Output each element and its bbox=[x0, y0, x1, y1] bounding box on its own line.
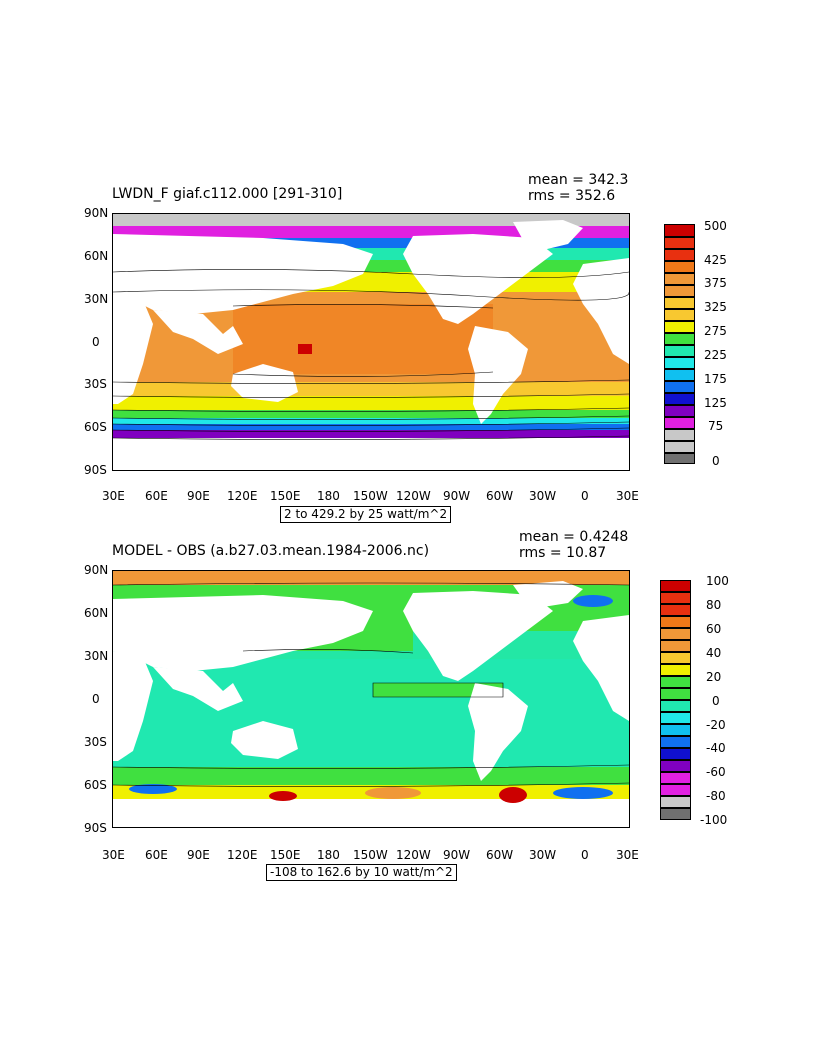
panel-1-cbar-225: 225 bbox=[704, 348, 727, 362]
panel-1-lon-30E-right: 30E bbox=[616, 489, 639, 503]
panel-1-land bbox=[113, 220, 629, 470]
panel-2-colorbar: 100 80 60 40 20 0 -20 -40 -60 -80 -100 bbox=[660, 574, 780, 827]
panel-2-map-svg bbox=[113, 571, 629, 827]
panel-1-map-svg bbox=[113, 214, 629, 470]
panel-1-lat-60N: 60N bbox=[84, 249, 109, 263]
panel-2-lon-0: 0 bbox=[581, 848, 589, 862]
panel-1-cbar-125: 125 bbox=[704, 396, 727, 410]
panel-2-cbar-60: 60 bbox=[706, 622, 722, 636]
panel-1-lat-90S: 90S bbox=[84, 463, 107, 477]
panel-2-title: MODEL - OBS (a.b27.03.mean.1984-2006.nc) bbox=[112, 543, 430, 559]
panel-1-title: LWDN_F giaf.c112.000 [291-310] bbox=[112, 186, 343, 202]
panel-1-rms: rms = 352.6 bbox=[528, 188, 616, 204]
panel-2-lon-30E: 30E bbox=[102, 848, 125, 862]
panel-1-lat-60S: 60S bbox=[84, 420, 107, 434]
panel-2-lon-60W: 60W bbox=[486, 848, 514, 862]
panel-1-lon-90E: 90E bbox=[187, 489, 210, 503]
panel-2-lon-90W: 90W bbox=[443, 848, 471, 862]
panel-2-cbar-20: 20 bbox=[706, 670, 722, 684]
panel-2-mean: mean = 0.4248 bbox=[519, 529, 629, 545]
panel-1-cbar-425: 425 bbox=[704, 253, 727, 267]
panel-2-lon-30E-right: 30E bbox=[616, 848, 639, 862]
panel-1-cbar-75: 75 bbox=[708, 419, 724, 433]
panel-2-cbar-minus40: -40 bbox=[706, 741, 726, 755]
panel-2-cbar-minus60: -60 bbox=[706, 765, 726, 779]
panel-2-contours bbox=[113, 582, 629, 787]
panel-2-lon-120E: 120E bbox=[227, 848, 258, 862]
panel-2-cbar-100: 100 bbox=[706, 574, 729, 588]
panel-1-cbar-375: 375 bbox=[704, 276, 727, 290]
panel-2-cbar-minus100: -100 bbox=[700, 813, 728, 827]
panel-2-lat-90N: 90N bbox=[84, 563, 109, 577]
panel-2-lat-0: 0 bbox=[92, 692, 100, 706]
panel-1-lon-30E: 30E bbox=[102, 489, 125, 503]
panel-1-cbar-0: 0 bbox=[712, 454, 720, 468]
panel-1-lon-150W: 150W bbox=[353, 489, 388, 503]
panel-1-lon-90W: 90W bbox=[443, 489, 471, 503]
panel-1-lat-30N: 30N bbox=[84, 292, 109, 306]
panel-2-lat-60S: 60S bbox=[84, 778, 107, 792]
panel-2-lat-30N: 30N bbox=[84, 649, 109, 663]
panel-2-lon-60E: 60E bbox=[145, 848, 168, 862]
panel-2-lat-60N: 60N bbox=[84, 606, 109, 620]
panel-1-map bbox=[112, 213, 630, 471]
panel-2-cbar-80: 80 bbox=[706, 598, 722, 612]
panel-1-lat-30S: 30S bbox=[84, 377, 107, 391]
panel-2-cbar-minus20: -20 bbox=[706, 718, 726, 732]
panel-1-contours bbox=[113, 269, 629, 440]
panel-2-cbar-0: 0 bbox=[712, 694, 720, 708]
panel-1-lon-150E: 150E bbox=[270, 489, 301, 503]
panel-2-lon-180: 180 bbox=[317, 848, 340, 862]
panel-1-lon-0: 0 bbox=[581, 489, 589, 503]
panel-1-lat-0: 0 bbox=[92, 335, 100, 349]
panel-2-lon-90E: 90E bbox=[187, 848, 210, 862]
panel-2-cbar-minus80: -80 bbox=[706, 789, 726, 803]
panel-1-lon-60W: 60W bbox=[486, 489, 514, 503]
panel-1-mean: mean = 342.3 bbox=[528, 172, 629, 188]
panel-2-lon-120W: 120W bbox=[396, 848, 431, 862]
panel-2-lat-90S: 90S bbox=[84, 821, 107, 835]
panel-2-lat-30S: 30S bbox=[84, 735, 107, 749]
panel-2-rms: rms = 10.87 bbox=[519, 545, 607, 561]
panel-2-range-box: -108 to 162.6 by 10 watt/m^2 bbox=[266, 864, 457, 881]
panel-1-cbar-500: 500 bbox=[704, 219, 727, 233]
panel-1-cbar-325: 325 bbox=[704, 300, 727, 314]
panel-1-colorbar: 500 425 375 325 275 225 175 125 75 0 bbox=[664, 219, 784, 468]
panel-1-lon-120W: 120W bbox=[396, 489, 431, 503]
panel-2-lon-150E: 150E bbox=[270, 848, 301, 862]
panel-2-lon-150W: 150W bbox=[353, 848, 388, 862]
panel-1-lon-30W: 30W bbox=[529, 489, 557, 503]
panel-1-lon-180: 180 bbox=[317, 489, 340, 503]
panel-2-lon-30W: 30W bbox=[529, 848, 557, 862]
panel-1-range-box: 2 to 429.2 by 25 watt/m^2 bbox=[280, 506, 452, 523]
panel-2-cbar-40: 40 bbox=[706, 646, 722, 660]
panel-2-map bbox=[112, 570, 630, 828]
panel-1-lat-90N: 90N bbox=[84, 206, 109, 220]
panel-2-land bbox=[113, 581, 629, 827]
panel-1-cbar-175: 175 bbox=[704, 372, 727, 386]
panel-1-lon-120E: 120E bbox=[227, 489, 258, 503]
panel-1-lon-60E: 60E bbox=[145, 489, 168, 503]
panel-1-cbar-275: 275 bbox=[704, 324, 727, 338]
